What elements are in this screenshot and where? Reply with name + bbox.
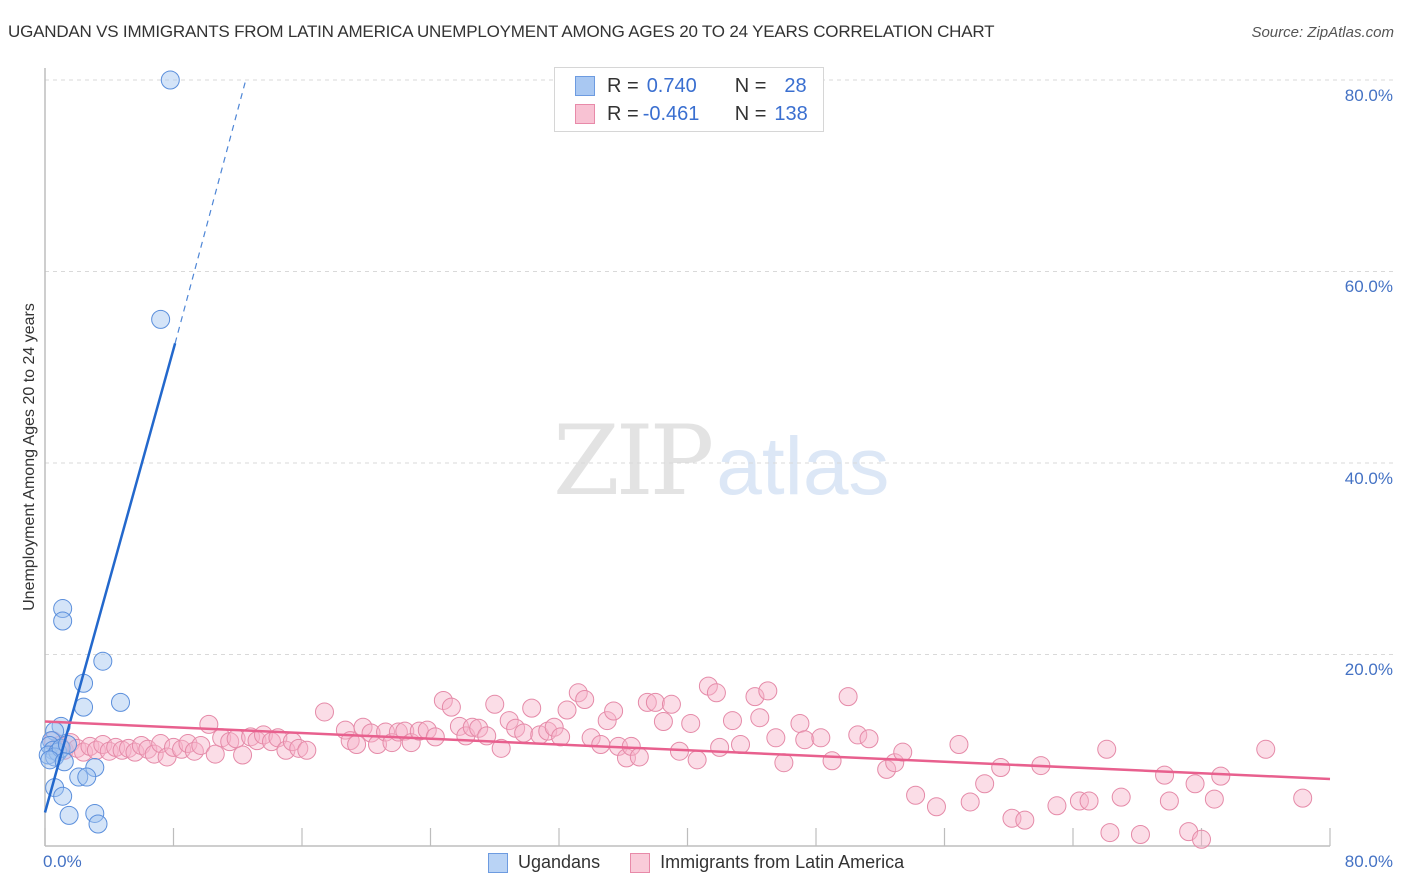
correlation-legend: R = 0.740 N = 28 R = -0.461 N = 138 (554, 67, 824, 132)
series-legend: Ugandans Immigrants from Latin America (488, 852, 934, 873)
legend-row-immigrants: R = -0.461 N = 138 (575, 101, 808, 127)
source-credit: Source: ZipAtlas.com (1251, 24, 1394, 41)
y-tick-60: 60.0% (1344, 277, 1393, 296)
immigrants-swatch (630, 852, 651, 873)
series-immigrants-latin-america (43, 676, 1313, 849)
ugandans-swatch (575, 76, 595, 96)
legend-label: Ugandans (518, 852, 601, 872)
watermark: ZIPatlas (553, 405, 889, 517)
watermark-atlas: atlas (716, 421, 890, 512)
legend-label: Immigrants from Latin America (660, 852, 905, 872)
trendlines (43, 79, 1331, 813)
ugandans-swatch (488, 852, 508, 873)
watermark-zip: ZIP (553, 405, 714, 517)
n-label: N = (734, 74, 767, 97)
legend-item-immigrants[interactable]: Immigrants from Latin America (630, 852, 904, 873)
legend-item-ugandans[interactable]: Ugandans (488, 852, 600, 873)
n-label: N = (734, 102, 767, 125)
r-value: 0.740 (646, 74, 697, 97)
n-value: 138 (774, 102, 808, 125)
axes (44, 68, 1331, 847)
x-tick-0: 0.0% (43, 852, 82, 871)
r-value: -0.461 (642, 102, 700, 125)
r-label: R = (607, 102, 639, 125)
n-value: 28 (784, 74, 807, 97)
chart-title: UGANDAN VS IMMIGRANTS FROM LATIN AMERICA… (8, 22, 995, 41)
legend-row-ugandans: R = 0.740 N = 28 (575, 73, 807, 99)
gridlines (45, 79, 1395, 655)
y-tick-40: 40.0% (1344, 469, 1393, 488)
y-tick-20: 20.0% (1344, 660, 1393, 679)
immigrants-swatch (575, 104, 595, 124)
series-ugandans (38, 70, 180, 834)
r-label: R = (607, 74, 639, 97)
y-tick-80: 80.0% (1344, 86, 1393, 105)
x-tick-80: 80.0% (1344, 852, 1393, 871)
y-axis-label: Unemployment Among Ages 20 to 24 years (21, 303, 38, 611)
